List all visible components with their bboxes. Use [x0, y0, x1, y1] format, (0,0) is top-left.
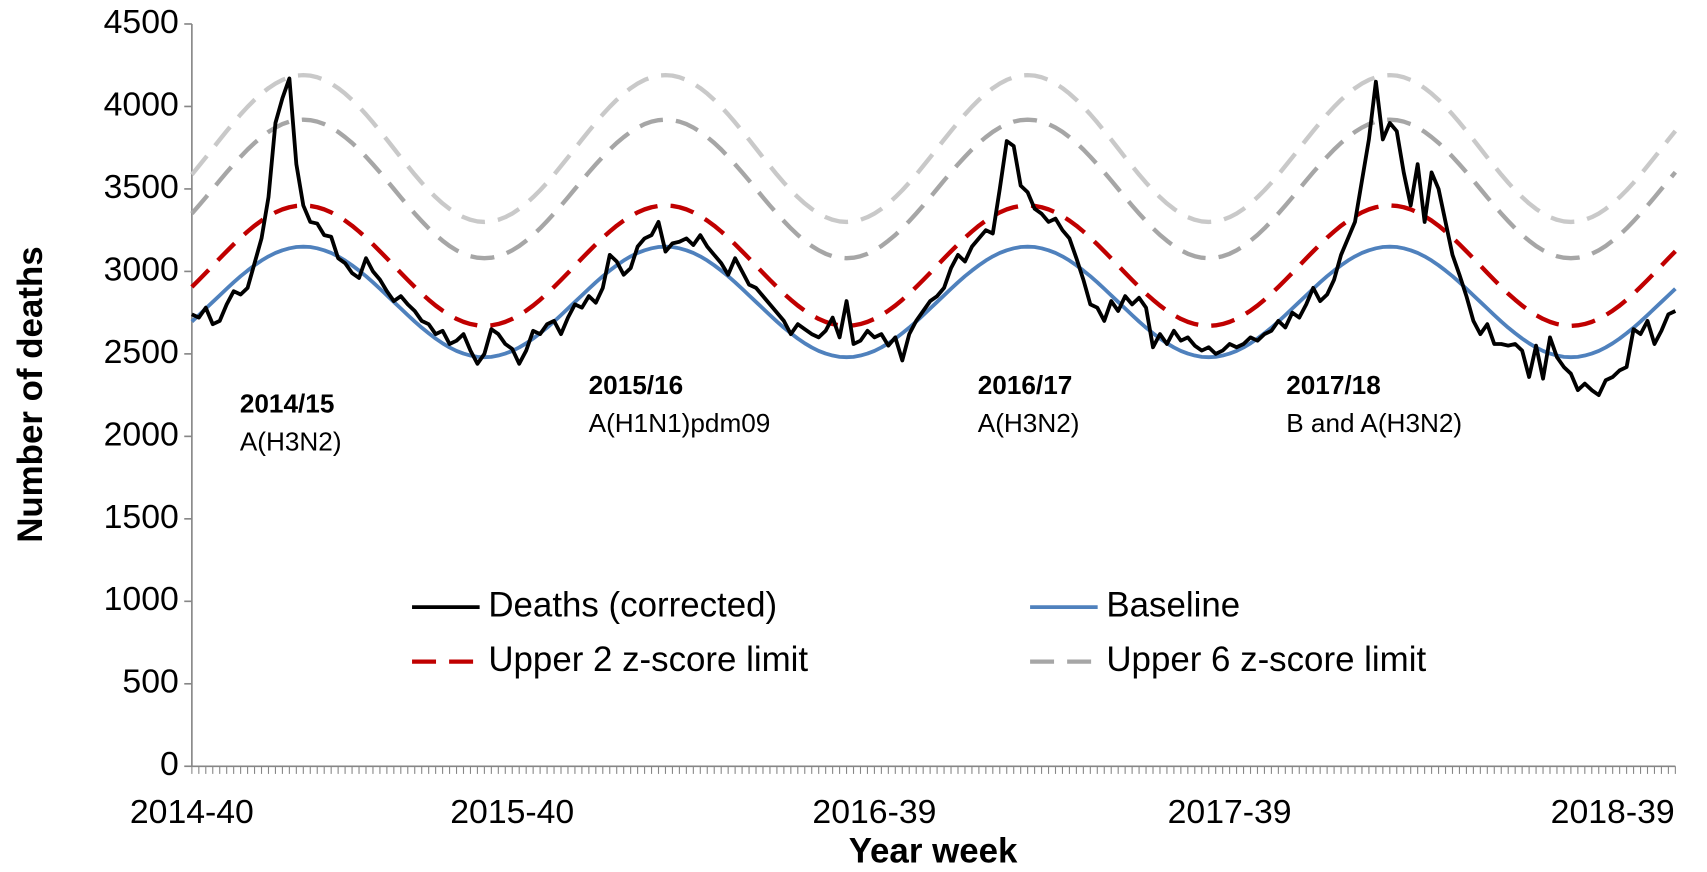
annotation-text: A(H1N1)pdm09	[589, 408, 771, 438]
legend-label: Upper 6 z-score limit	[1106, 640, 1426, 679]
annotation-title: 2014/15	[240, 388, 335, 418]
legend-item: Upper 2 z-score limit	[412, 640, 808, 679]
y-tick-label: 500	[122, 663, 178, 701]
series-line	[191, 76, 1677, 398]
y-tick-label: 3500	[104, 168, 179, 206]
x-axis-title: Year week	[849, 832, 1018, 871]
series-line	[190, 72, 1678, 225]
y-tick-label: 1500	[104, 498, 179, 536]
y-tick-label: 2000	[104, 415, 179, 453]
y-tick-label: 4000	[104, 85, 179, 123]
legend-label: Deaths (corrected)	[488, 585, 777, 624]
y-tick-label: 1000	[104, 580, 179, 618]
legend-item: Baseline	[1030, 585, 1240, 624]
x-tick-label: 2018-39	[1551, 793, 1675, 831]
annotation-text: A(H3N2)	[978, 408, 1080, 438]
x-tick-label: 2015-40	[450, 793, 574, 831]
legend-label: Baseline	[1106, 585, 1240, 624]
x-tick-label: 2014-40	[130, 793, 254, 831]
legend-label: Upper 2 z-score limit	[488, 640, 808, 679]
annotation-title: 2015/16	[589, 370, 684, 400]
series-line	[190, 203, 1677, 329]
y-tick-label: 3000	[104, 250, 179, 288]
y-tick-label: 0	[160, 745, 179, 783]
annotation-title: 2016/17	[978, 370, 1073, 400]
series-line	[190, 117, 1678, 261]
legend-item: Deaths (corrected)	[412, 585, 777, 624]
annotation-text: A(H3N2)	[240, 427, 342, 457]
x-tick-label: 2017-39	[1168, 793, 1292, 831]
y-axis-title: Number of deaths	[11, 246, 50, 542]
y-tick-label: 2500	[104, 333, 179, 371]
x-tick-label: 2016-39	[812, 793, 936, 831]
annotation-text: B and A(H3N2)	[1286, 408, 1462, 438]
legend-item: Upper 6 z-score limit	[1030, 640, 1426, 679]
y-tick-label: 4500	[104, 3, 179, 41]
annotation-title: 2017/18	[1286, 370, 1381, 400]
series-line	[190, 244, 1677, 360]
